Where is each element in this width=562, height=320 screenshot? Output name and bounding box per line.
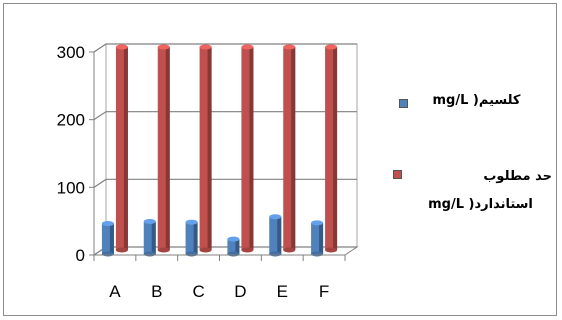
bar-base: [101, 251, 114, 257]
bar-base: [241, 247, 254, 253]
legend: کلسیم( mg/L حد مطلوب استاندارد( mg/L: [388, 0, 558, 320]
bar-base: [143, 251, 156, 257]
y-tick-label: 100: [57, 178, 85, 197]
x-tick-label: D: [234, 282, 246, 301]
bar-top: [185, 219, 198, 225]
bar-shade: [291, 47, 296, 250]
y-tick-label: 200: [57, 111, 85, 130]
bar-base: [269, 251, 282, 257]
chart-back-wall: [105, 43, 358, 248]
bar-shade: [193, 222, 198, 254]
bar-top: [325, 44, 338, 50]
bar-top: [199, 44, 212, 50]
bar-top: [283, 44, 296, 50]
y-tick-label: 0: [76, 246, 85, 265]
bar-top: [115, 44, 128, 50]
gridline: [93, 178, 357, 188]
bar-shade: [207, 47, 212, 250]
legend-label-standard-line2: استاندارد( mg/L: [428, 197, 533, 212]
bar-base: [311, 251, 324, 257]
bar-top: [227, 236, 240, 242]
bar-shade: [151, 221, 156, 254]
bar-top: [157, 44, 170, 50]
bar-base: [115, 247, 128, 253]
bar-shade: [165, 47, 170, 250]
legend-label-calcium: کلسیم( mg/L: [432, 93, 521, 108]
x-tick-label: F: [319, 282, 329, 301]
bar-base: [227, 251, 240, 257]
legend-swatch-standard: [393, 170, 402, 179]
legend-label-standard-line1: حد مطلوب: [483, 169, 552, 184]
bar-base: [325, 247, 338, 253]
bar-standard: [157, 44, 170, 253]
bar-standard: [325, 44, 338, 253]
x-tick-label: A: [109, 282, 121, 301]
chart-bars: [101, 44, 338, 257]
x-tick-label: B: [151, 282, 162, 301]
bar-standard: [199, 44, 212, 253]
x-axis-ticks: A B C D E F: [93, 254, 346, 301]
bar-top: [101, 221, 114, 227]
bar-top: [241, 44, 254, 50]
y-tick-label: 300: [57, 43, 85, 62]
bar-shade: [319, 222, 324, 254]
bar-shade: [235, 239, 240, 254]
y-axis-ticks: 0 100 200 300: [57, 43, 95, 265]
bar-calcium: [185, 219, 198, 257]
bar-base: [157, 247, 170, 253]
bar-base: [199, 247, 212, 253]
bar-calcium: [143, 219, 156, 257]
bar-standard: [241, 44, 254, 253]
bar-top: [269, 214, 282, 220]
bar-base: [283, 247, 296, 253]
x-tick-label: E: [277, 282, 288, 301]
bar-calcium: [269, 214, 282, 257]
bar-shade: [249, 47, 254, 250]
bar-shade: [123, 47, 128, 250]
bar-top: [311, 220, 324, 226]
bar-standard: [115, 44, 128, 253]
bar-standard: [283, 44, 296, 253]
gridline: [93, 111, 357, 121]
bar-top: [143, 219, 156, 225]
bar-shade: [277, 216, 282, 254]
gridline: [93, 43, 357, 53]
x-tick-label: C: [192, 282, 204, 301]
bar-base: [185, 251, 198, 257]
bar-shade: [333, 47, 338, 250]
bar-calcium: [227, 236, 240, 257]
legend-swatch-calcium: [399, 99, 408, 108]
bar-calcium: [101, 221, 114, 257]
bar-calcium: [311, 220, 324, 257]
bar-shade: [109, 223, 114, 254]
